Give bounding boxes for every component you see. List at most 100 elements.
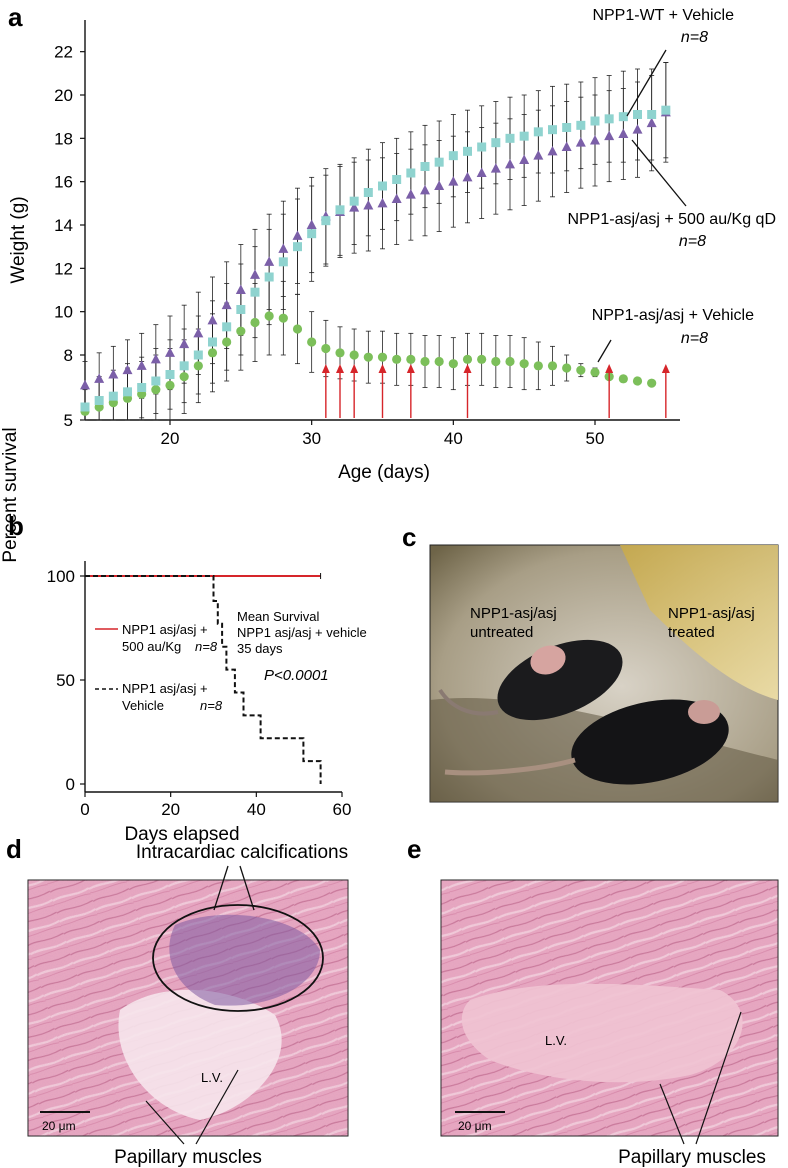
vehicle-point [335,348,345,358]
mean-survival-line3: 35 days [237,641,283,656]
vehicle-point [250,317,260,328]
panel-a-ytick-label: 22 [54,43,73,62]
panel-b-ytick-label: 100 [47,567,75,586]
treated-point [490,163,501,173]
treated-point [476,167,487,177]
papillary-leader-d-1 [145,1100,185,1145]
panel-c: c NPP1-asj/asj untreated NPP1-asj/asj tr… [402,522,779,803]
panel-d-title: Intracardiac calcifications [136,842,348,863]
panel-e-letter: e [407,834,421,864]
treated-series-label: NPP1-asj/asj + 500 au/Kg qD [567,211,776,228]
wt-point [633,110,642,119]
survival-curve-vehicle [85,575,322,784]
panel-b-xtick-label: 0 [80,800,89,819]
wt-point [491,138,501,148]
panel-a-ylabel: Weight (g) [8,196,29,283]
panel-b-curves [85,573,322,784]
panel-c-letter: c [402,522,416,552]
treated-point [590,135,600,145]
vehicle-point [392,354,402,364]
wt-point [293,242,302,252]
wt-point [222,322,232,332]
panel-b-xlabel: Days elapsed [124,824,239,845]
wt-point [165,370,175,379]
papillary-leader-e-2 [695,1011,742,1145]
vehicle-point [193,361,203,371]
treated-point [122,364,133,375]
panel-a-ytick-label: 16 [54,173,73,192]
wt-point [434,157,444,167]
panel-a-ytick-label: 5 [64,411,73,430]
treated-point [349,202,360,212]
wt-point [151,376,161,386]
vehicle-point [406,354,416,364]
vehicle-point [222,337,232,347]
wt-point [335,205,345,215]
legend-vehicle-line1: NPP1 asj/asj + [122,681,208,696]
wt-point [137,383,147,392]
dose-arrow-head [463,364,472,373]
vehicle-leader-line [597,339,612,363]
panel-d-caption: Papillary muscles [114,1147,262,1168]
wt-point [533,127,543,137]
vehicle-point [632,376,643,386]
treated-point [136,360,147,370]
treated-point [179,338,190,349]
treated-mouse [571,699,729,785]
vehicle-point [292,324,303,334]
wt-point [576,120,586,130]
wt-point [618,112,628,122]
wt-point [278,257,288,267]
label-untreated-line2: untreated [470,624,533,641]
panel-e: e L.V. 20 μm Papillary muscles [407,834,779,1168]
panel-a: a 5 8 10 12 14 16 18 20 22 20 30 40 50 Age (days) We… [8,2,776,483]
vehicle-point [278,313,288,323]
label-untreated-line1: NPP1-asj/asj [470,605,557,622]
panel-a-ytick-label: 14 [54,216,73,235]
wt-point [236,305,246,314]
wt-point [661,105,671,115]
vehicle-point [377,352,388,362]
panel-d-scale-label: 20 μm [42,1119,76,1133]
treated-point [363,200,374,210]
treated-point [250,269,260,279]
panel-e-caption: Papillary muscles [618,1147,766,1168]
panel-d-lv-label: L.V. [201,1070,223,1085]
wt-point [123,387,132,397]
treated-point [207,314,218,325]
vehicle-point [307,337,317,347]
vehicle-point [519,359,529,369]
panel-b-letter: b [8,511,24,541]
wt-point [420,162,430,171]
panel-b-ylabel: Percent survival [0,427,21,562]
vehicle-point [420,356,430,367]
treated-point [264,256,275,266]
treated-point [278,243,289,253]
wt-point [548,125,557,135]
dose-arrow-head [336,364,344,373]
panel-a-xlabel: Age (days) [338,462,430,483]
vehicle-point [165,380,175,390]
legend-treated-line1: NPP1 asj/asj + [122,622,208,637]
treated-point [533,150,544,160]
vehicle-point [462,354,473,364]
panel-b: b 0 50 100 0 20 40 60 Days elapsed Percent sur… [0,427,367,845]
wt-point [604,114,614,124]
treated-point [193,327,204,338]
treated-point [80,379,90,390]
vehicle-point [576,365,586,375]
vehicle-point [533,361,543,371]
mouse-photo: NPP1-asj/asj untreated NPP1-asj/asj trea… [429,544,779,803]
histology-image-d: L.V. 20 μm [27,865,349,1145]
panel-b-xtick-label: 60 [333,800,352,819]
treated-point [165,347,175,357]
treated-leader-line [631,139,687,207]
treated-point [235,284,246,294]
wt-leader-line [626,49,667,117]
vehicle-point [321,343,331,354]
mean-survival-line1: Mean Survival [237,609,319,624]
dose-arrow-head [661,364,670,373]
vehicle-series-label: NPP1-asj/asj + Vehicle [592,307,754,324]
panel-d-letter: d [6,834,22,864]
panel-a-markers [80,105,671,416]
